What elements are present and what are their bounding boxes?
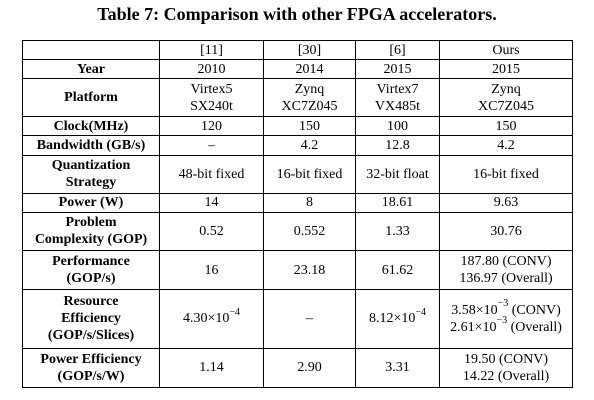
cell-platform-30: Zynq XC7Z045 — [263, 78, 356, 118]
cell-power-11: 14 — [159, 192, 264, 213]
cell-poweff-ours: 19.50 (CONV) 14.22 (Overall) — [439, 347, 573, 389]
cell-bandwidth-6: 12.8 — [355, 135, 440, 156]
table-row-power: Power (W) 14 8 18.61 9.63 — [22, 192, 573, 213]
cell-performance-30: 23.18 — [263, 250, 356, 291]
cell-year-ours: 2015 — [439, 59, 573, 80]
table-row-year: Year 2010 2014 2015 2015 — [22, 59, 573, 80]
cell-power-6: 18.61 — [355, 192, 440, 213]
table-row-clock: Clock(MHz) 120 150 100 150 — [22, 116, 573, 137]
row-label-power-efficiency: Power Efficiency (GOP/s/W) — [22, 347, 160, 389]
cell-complexity-30: 0.552 — [263, 211, 356, 252]
header-row: [11] [30] [6] Ours — [22, 39, 573, 61]
table-row-performance: Performance (GOP/s) 16 23.18 61.62 187.80… — [22, 250, 573, 291]
cell-performance-ours: 187.80 (CONV) 136.97 (Overall) — [439, 250, 573, 291]
cell-performance-11: 16 — [159, 250, 264, 291]
table-row-bandwidth: Bandwidth (GB/s) – 4.2 12.8 4.2 — [22, 135, 573, 156]
cell-bandwidth-11: – — [159, 135, 264, 156]
table-row-platform: Platform Virtex5 SX240t Zynq XC7Z045 Virte… — [22, 78, 573, 118]
table-row-power-efficiency: Power Efficiency (GOP/s/W) 1.14 2.90 3.31… — [22, 347, 573, 389]
row-label-clock: Clock(MHz) — [22, 116, 160, 137]
cell-clock-6: 100 — [355, 116, 440, 137]
cell-complexity-11: 0.52 — [159, 211, 264, 252]
header-cell-ours: Ours — [439, 39, 573, 61]
cell-year-6: 2015 — [355, 59, 440, 80]
row-label-quantization: Quantization Strategy — [22, 154, 160, 194]
cell-quant-ours: 16-bit fixed — [439, 154, 573, 194]
cell-resource-11: 4.30×10−4 — [159, 289, 264, 349]
cell-quant-30: 16-bit fixed — [263, 154, 356, 194]
cell-platform-6: Virtex7 VX485t — [355, 78, 440, 118]
cell-quant-11: 48-bit fixed — [159, 154, 264, 194]
cell-quant-6: 32-bit float — [355, 154, 440, 194]
cell-complexity-ours: 30.76 — [439, 211, 573, 252]
row-label-resource-efficiency: Resource Efficiency (GOP/s/Slices) — [22, 289, 160, 349]
cell-year-11: 2010 — [159, 59, 264, 80]
cell-platform-11: Virtex5 SX240t — [159, 78, 264, 118]
cell-year-30: 2014 — [263, 59, 356, 80]
cell-resource-30: – — [263, 289, 356, 349]
cell-bandwidth-ours: 4.2 — [439, 135, 573, 156]
cell-resource-ours: 3.58×10−3 (CONV) 2.61×10−3 (Overall) — [439, 289, 573, 349]
header-cell-blank — [22, 39, 160, 61]
cell-power-30: 8 — [263, 192, 356, 213]
cell-poweff-30: 2.90 — [263, 347, 356, 389]
header-cell-ref-30: [30] — [263, 39, 356, 61]
row-label-power: Power (W) — [22, 192, 160, 213]
cell-resource-6: 8.12×10−4 — [355, 289, 440, 349]
cell-poweff-11: 1.14 — [159, 347, 264, 389]
row-label-platform: Platform — [22, 78, 160, 118]
row-label-year: Year — [22, 59, 160, 80]
comparison-table: [11] [30] [6] Ours Year 2010 2014 2015 2… — [22, 39, 573, 389]
header-cell-ref-6: [6] — [355, 39, 440, 61]
table-row-complexity: Problem Complexity (GOP) 0.52 0.552 1.33 … — [22, 211, 573, 252]
cell-power-ours: 9.63 — [439, 192, 573, 213]
row-label-complexity: Problem Complexity (GOP) — [22, 211, 160, 252]
header-cell-ref-11: [11] — [159, 39, 264, 61]
cell-poweff-6: 3.31 — [355, 347, 440, 389]
table-caption: Table 7: Comparison with other FPGA acce… — [97, 4, 497, 24]
row-label-performance: Performance (GOP/s) — [22, 250, 160, 291]
cell-performance-6: 61.62 — [355, 250, 440, 291]
cell-platform-ours: Zynq XC7Z045 — [439, 78, 573, 118]
cell-clock-ours: 150 — [439, 116, 573, 137]
table-row-resource-efficiency: Resource Efficiency (GOP/s/Slices) 4.30×10… — [22, 289, 573, 349]
cell-clock-30: 150 — [263, 116, 356, 137]
cell-bandwidth-30: 4.2 — [263, 135, 356, 156]
cell-complexity-6: 1.33 — [355, 211, 440, 252]
table-row-quantization: Quantization Strategy 48-bit fixed 16-bit… — [22, 154, 573, 194]
row-label-bandwidth: Bandwidth (GB/s) — [22, 135, 160, 156]
cell-clock-11: 120 — [159, 116, 264, 137]
